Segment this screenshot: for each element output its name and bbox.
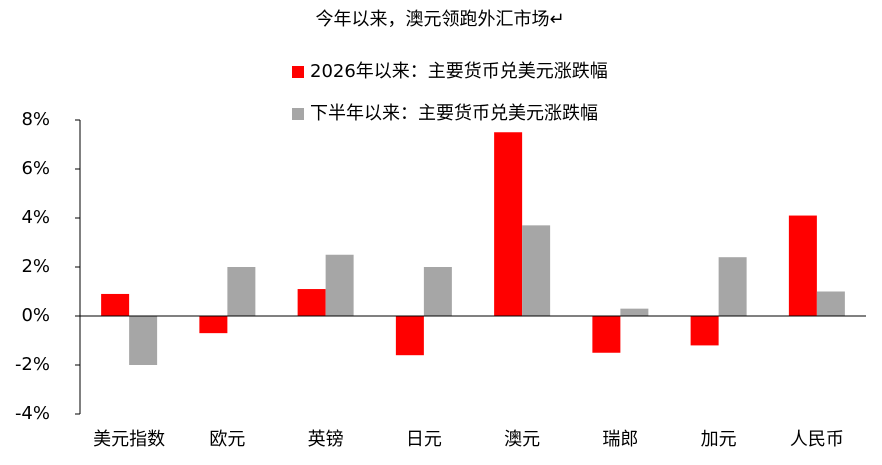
x-tick-label: 欧元 bbox=[209, 429, 245, 450]
x-tick-label: 美元指数 bbox=[93, 429, 165, 450]
bar bbox=[227, 267, 256, 316]
bar bbox=[690, 316, 719, 346]
y-tick-label: 2% bbox=[21, 256, 50, 277]
bar bbox=[494, 132, 523, 316]
bar bbox=[620, 308, 649, 316]
y-tick-label: -2% bbox=[15, 354, 50, 375]
y-tick-label: -4% bbox=[15, 403, 50, 424]
y-tick-label: 4% bbox=[21, 207, 50, 228]
bar bbox=[297, 289, 326, 316]
x-tick-label: 人民币 bbox=[790, 429, 844, 450]
bar bbox=[199, 316, 228, 334]
x-tick-label: 加元 bbox=[701, 429, 737, 450]
y-tick-label: 6% bbox=[21, 158, 50, 179]
x-tick-label: 澳元 bbox=[504, 429, 540, 450]
x-tick-label: 英镑 bbox=[308, 429, 344, 450]
bar bbox=[816, 291, 845, 316]
bar bbox=[788, 215, 817, 316]
y-tick-label: 8% bbox=[21, 109, 50, 130]
bar bbox=[101, 293, 130, 316]
legend-label: 2026年以来：主要货币兑美元涨跌幅 bbox=[310, 61, 608, 82]
bar bbox=[592, 316, 621, 353]
chart-title: 今年以来，澳元领跑外汇市场↵ bbox=[315, 9, 564, 30]
legend-swatch bbox=[292, 66, 304, 78]
bar bbox=[325, 254, 354, 316]
legend-swatch bbox=[292, 108, 304, 120]
y-tick-label: 0% bbox=[21, 305, 50, 326]
bar bbox=[395, 316, 424, 356]
x-tick-label: 瑞郎 bbox=[602, 429, 638, 450]
legend-label: 下半年以来：主要货币兑美元涨跌幅 bbox=[310, 103, 598, 124]
bar bbox=[718, 257, 747, 316]
bar bbox=[522, 225, 551, 316]
x-tick-label: 日元 bbox=[406, 429, 442, 450]
bar bbox=[129, 316, 158, 365]
bar bbox=[423, 267, 452, 316]
